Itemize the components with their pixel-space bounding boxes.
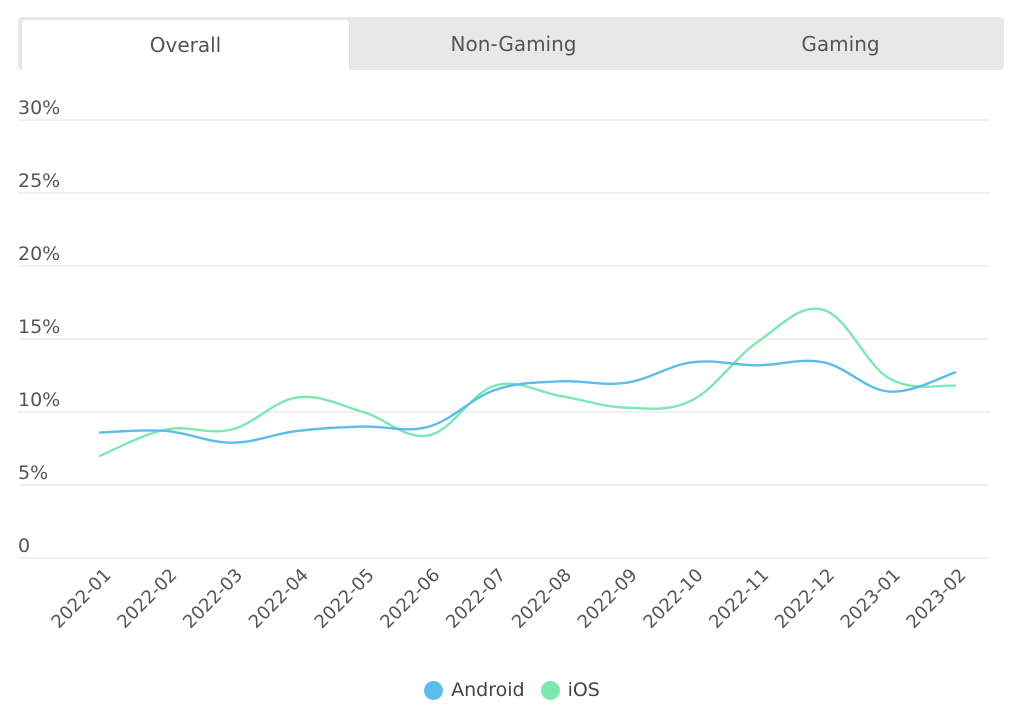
x-tick-label: 2022-05: [311, 565, 379, 633]
legend-marker-ios: [540, 680, 560, 700]
segment-tabs: Overall Non-Gaming Gaming: [18, 17, 1004, 70]
x-tick-label: 2022-01: [47, 565, 115, 633]
tab-overall[interactable]: Overall: [21, 20, 350, 70]
legend-label-ios: iOS: [567, 679, 600, 701]
legend-item-android[interactable]: Android: [424, 679, 525, 701]
x-tick-label: 2023-02: [902, 565, 970, 633]
x-tick-label: 2022-09: [574, 565, 642, 633]
legend-item-ios[interactable]: iOS: [540, 679, 600, 701]
series-line-android: [98, 359, 957, 444]
x-tick-label: 2023-01: [837, 565, 905, 633]
y-tick-label: 15%: [18, 316, 60, 338]
y-tick-label: 25%: [18, 170, 60, 192]
legend-marker-android: [424, 680, 444, 700]
y-tick-label: 20%: [18, 243, 60, 265]
chart-legend: Android iOS: [0, 676, 1024, 704]
x-tick-label: 2022-06: [376, 565, 444, 633]
x-tick-label: 2022-07: [442, 565, 510, 633]
y-tick-label: 10%: [18, 389, 60, 411]
x-tick-label: 2022-11: [705, 565, 773, 633]
x-tick-label: 2022-08: [508, 565, 576, 633]
x-tick-label: 2022-12: [771, 565, 839, 633]
x-tick-label: 2022-04: [245, 565, 313, 633]
x-tick-label: 2022-03: [179, 565, 247, 633]
legend-label-android: Android: [451, 679, 525, 701]
y-tick-label: 0: [18, 535, 30, 557]
series-line-ios: [98, 307, 957, 457]
y-tick-label: 30%: [18, 97, 60, 119]
x-tick-label: 2022-02: [113, 565, 181, 633]
x-tick-label: 2022-10: [639, 565, 707, 633]
tab-gaming[interactable]: Gaming: [801, 31, 880, 56]
y-tick-label: 5%: [18, 462, 48, 484]
tab-non-gaming[interactable]: Non-Gaming: [450, 31, 577, 56]
